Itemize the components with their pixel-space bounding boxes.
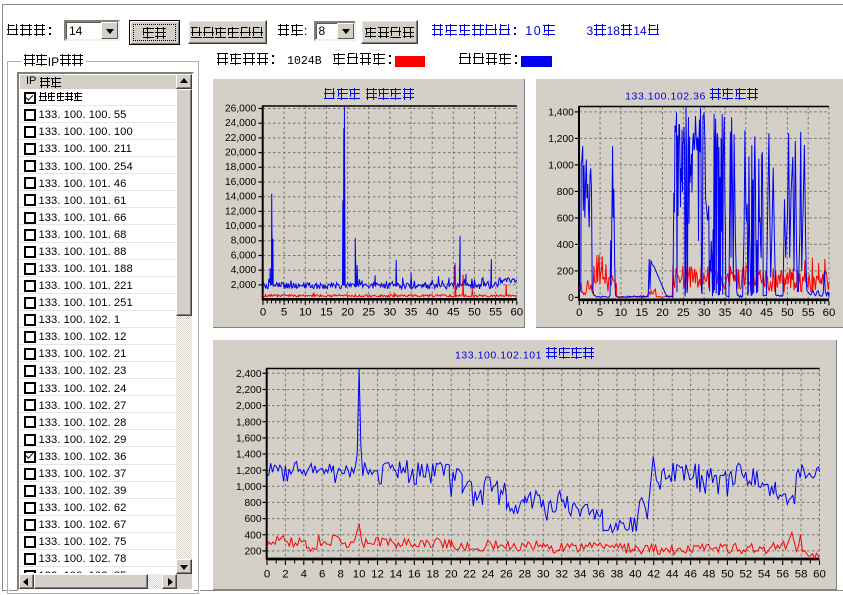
svg-text:10: 10 (615, 307, 628, 319)
svg-text:10: 10 (353, 569, 366, 581)
svg-text:800: 800 (245, 498, 262, 509)
svg-text:24,000: 24,000 (225, 118, 256, 129)
svg-text:48: 48 (703, 569, 716, 581)
svg-text:35: 35 (719, 307, 732, 319)
svg-text:6: 6 (319, 569, 325, 581)
svg-text:600: 600 (245, 514, 262, 525)
svg-text:45: 45 (447, 307, 460, 319)
svg-text:600: 600 (557, 214, 574, 225)
svg-text:40: 40 (629, 569, 642, 581)
svg-text:16,000: 16,000 (225, 177, 256, 188)
svg-text:400: 400 (557, 240, 574, 251)
svg-text:60: 60 (813, 569, 826, 581)
svg-text:54: 54 (758, 569, 771, 581)
svg-text:16: 16 (408, 569, 421, 581)
svg-text:22: 22 (463, 569, 476, 581)
svg-text:2: 2 (282, 569, 288, 581)
svg-text:12: 12 (371, 569, 384, 581)
svg-text:50: 50 (781, 307, 794, 319)
svg-text:0: 0 (576, 307, 582, 319)
svg-text:30: 30 (698, 307, 711, 319)
svg-text:2,200: 2,200 (236, 385, 262, 396)
svg-text:20: 20 (445, 569, 458, 581)
svg-text:2,000: 2,000 (236, 401, 262, 412)
svg-text:58: 58 (795, 569, 808, 581)
svg-text:1,200: 1,200 (236, 466, 262, 477)
svg-text:36: 36 (592, 569, 605, 581)
svg-text:1,800: 1,800 (236, 417, 262, 428)
svg-text:24: 24 (482, 569, 495, 581)
svg-text:50: 50 (468, 307, 481, 319)
svg-text:200: 200 (245, 547, 262, 558)
svg-text:50: 50 (721, 569, 734, 581)
svg-text:45: 45 (760, 307, 773, 319)
svg-text:5: 5 (281, 307, 287, 319)
svg-text:400: 400 (245, 530, 262, 541)
svg-text:4: 4 (301, 569, 307, 581)
svg-text:30: 30 (384, 307, 397, 319)
svg-text:14: 14 (390, 569, 403, 581)
svg-text:4,000: 4,000 (231, 265, 257, 276)
svg-text:25: 25 (362, 307, 375, 319)
svg-text:35: 35 (405, 307, 418, 319)
svg-text:1,200: 1,200 (548, 134, 574, 145)
svg-text:2,000: 2,000 (231, 280, 257, 291)
svg-text:2,400: 2,400 (236, 369, 262, 380)
svg-text:26: 26 (500, 569, 513, 581)
svg-text:60: 60 (823, 307, 836, 319)
svg-text:55: 55 (489, 307, 502, 319)
svg-text:18: 18 (426, 569, 439, 581)
svg-text:10,000: 10,000 (225, 221, 256, 232)
svg-text:25: 25 (677, 307, 690, 319)
svg-text:60: 60 (510, 307, 523, 319)
svg-text:0: 0 (264, 569, 270, 581)
svg-text:8,000: 8,000 (231, 236, 257, 247)
svg-text:800: 800 (557, 187, 574, 198)
svg-text:15: 15 (635, 307, 648, 319)
svg-text:55: 55 (802, 307, 815, 319)
svg-text:20: 20 (656, 307, 669, 319)
svg-text:20: 20 (341, 307, 354, 319)
svg-text:32: 32 (555, 569, 568, 581)
svg-text:22,000: 22,000 (225, 133, 256, 144)
svg-text:28: 28 (518, 569, 531, 581)
svg-text:1,400: 1,400 (236, 450, 262, 461)
svg-text:34: 34 (574, 569, 587, 581)
svg-text:14,000: 14,000 (225, 192, 256, 203)
svg-text:20,000: 20,000 (225, 148, 256, 159)
svg-text:42: 42 (647, 569, 660, 581)
svg-text:44: 44 (666, 569, 679, 581)
svg-text:10: 10 (299, 307, 312, 319)
svg-text:56: 56 (776, 569, 789, 581)
svg-text:38: 38 (611, 569, 624, 581)
svg-text:30: 30 (537, 569, 550, 581)
svg-text:200: 200 (557, 267, 574, 278)
svg-text:1,600: 1,600 (236, 434, 262, 445)
svg-text:26,000: 26,000 (225, 103, 256, 114)
svg-text:46: 46 (684, 569, 697, 581)
svg-text:40: 40 (739, 307, 752, 319)
svg-text:0: 0 (260, 307, 266, 319)
svg-text:40: 40 (426, 307, 439, 319)
svg-text:18,000: 18,000 (225, 162, 256, 173)
svg-text:1,000: 1,000 (236, 482, 262, 493)
svg-text:12,000: 12,000 (225, 206, 256, 217)
svg-text:5: 5 (597, 307, 603, 319)
svg-text:52: 52 (739, 569, 752, 581)
svg-text:0: 0 (568, 293, 574, 304)
svg-text:1,000: 1,000 (548, 161, 574, 172)
svg-text:15: 15 (320, 307, 333, 319)
svg-text:8: 8 (338, 569, 344, 581)
svg-text:1,400: 1,400 (548, 108, 574, 119)
svg-text:6,000: 6,000 (231, 250, 257, 261)
